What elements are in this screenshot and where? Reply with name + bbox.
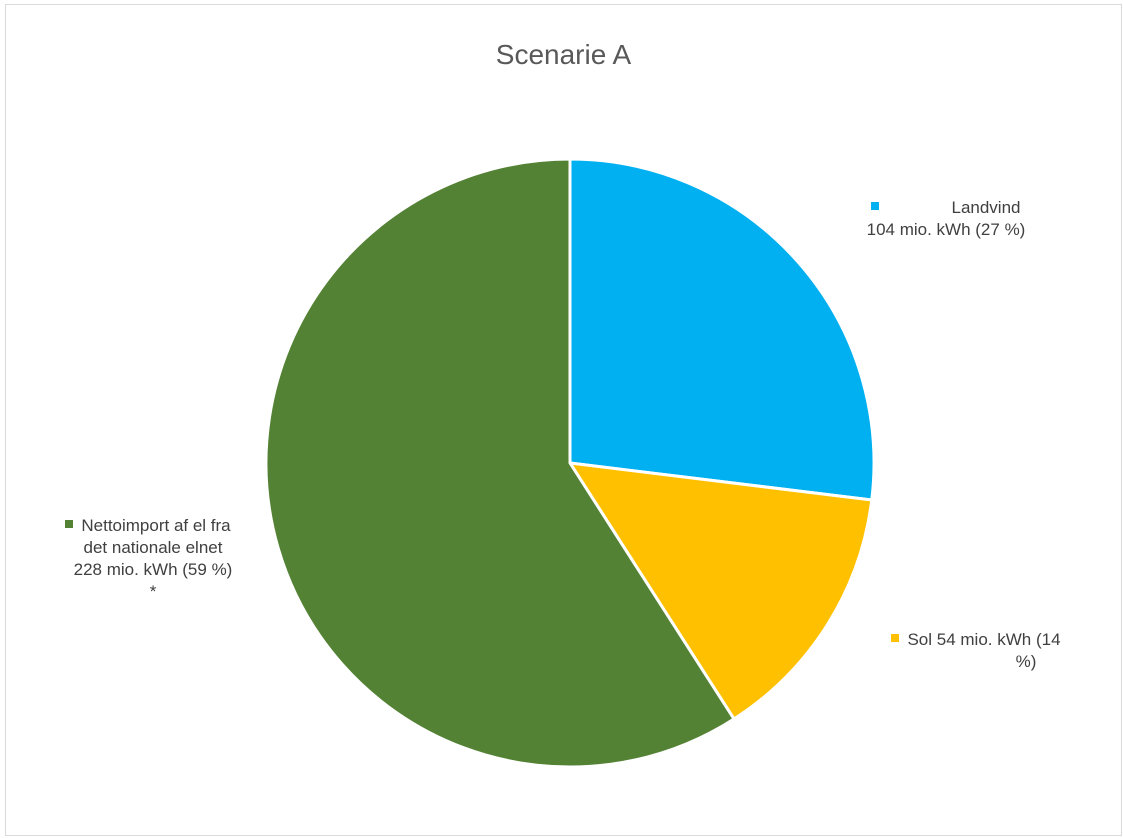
label-line: * [149,582,157,601]
label-line: 104 mio. kWh (27 %) [866,220,1026,239]
pie-chart [264,157,876,769]
chart-title: Scenarie A [495,39,632,70]
pie-slice-sol [568,461,874,721]
pie-slice-landvind [568,157,876,502]
label-line: det nationale elnet [83,538,223,557]
label-line: Landvind [951,198,1021,217]
label-swatch [871,202,880,210]
label-swatch [891,634,900,642]
data-label-nettoimport: Nettoimport af el fra det nationale elne… [18,515,278,603]
pie-slice-nettoimport [264,157,736,769]
data-label-landvind: Landvind 104 mio. kWh (27 %) [826,197,1066,241]
label-line: 228 mio. kWh (59 %) [73,560,233,579]
label-line: %) [1015,652,1037,671]
label-line: Nettoimport af el fra [81,516,231,535]
label-line: Sol 54 mio. kWh (14 [907,630,1061,649]
label-swatch [65,520,74,528]
chart-area: Scenarie A Landvind 104 mio. kWh (27 %) … [5,4,1122,836]
data-label-sol: Sol 54 mio. kWh (14 %) [861,629,1091,673]
